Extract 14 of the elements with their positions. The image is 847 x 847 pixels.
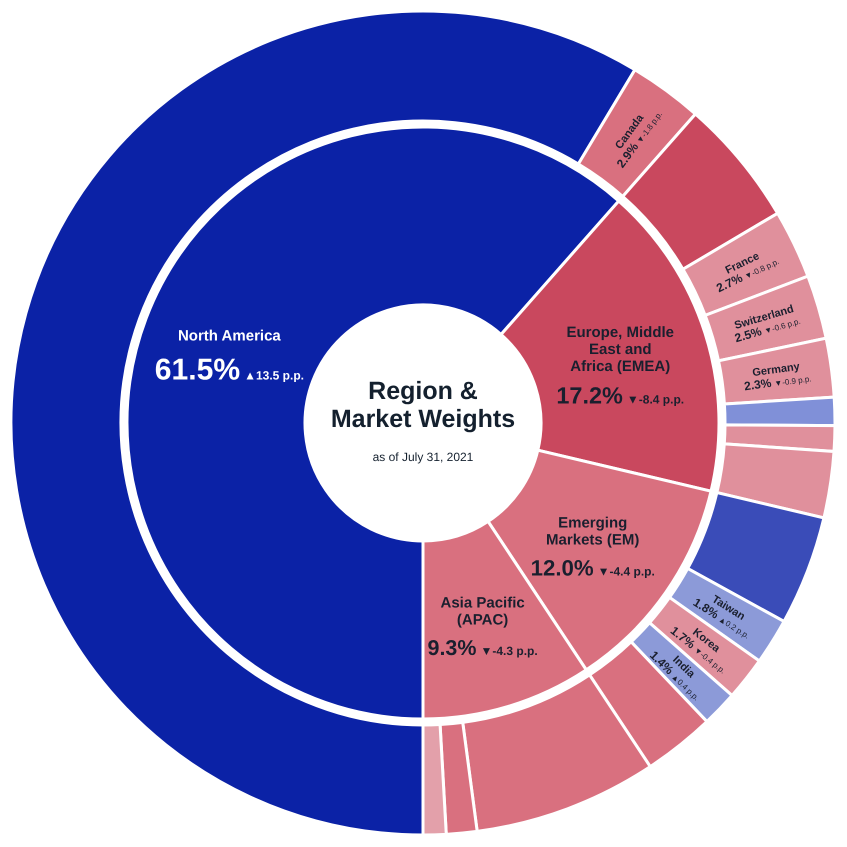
text: ▲13.5 p.p.: [244, 368, 304, 382]
text: ▼-8.4 p.p.: [626, 392, 684, 407]
text: ▼-4.4 p.p.: [598, 564, 655, 579]
slice-label: Asia Pacific (APAC): [440, 594, 525, 628]
slice-label: North America: [178, 327, 282, 344]
text: Region & Market Weights: [330, 377, 516, 433]
text: as of July 31, 2021: [372, 450, 474, 464]
data-label: 9.3%: [428, 636, 476, 660]
data-label: 17.2%: [556, 382, 624, 409]
slice-label: Europe, Middle East and Africa (EMEA): [566, 324, 674, 376]
data-label: 12.0%: [530, 556, 594, 581]
text: ▼-4.3 p.p.: [480, 644, 538, 658]
slice-label: Emerging Markets (EM): [546, 514, 640, 548]
data-label: 61.5%: [154, 353, 240, 386]
